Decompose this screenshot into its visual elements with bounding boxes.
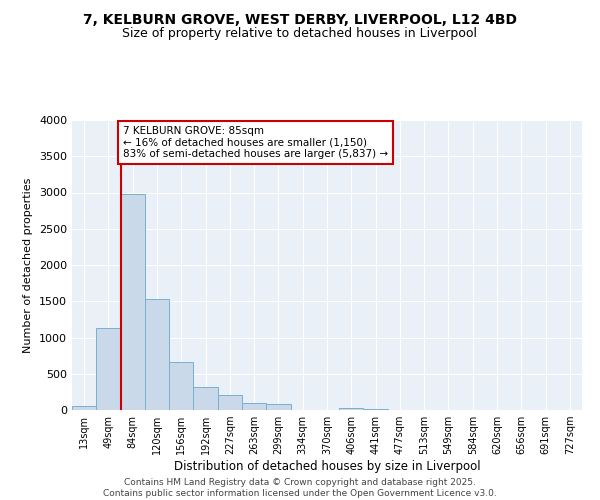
- Bar: [364, 408, 388, 410]
- Bar: [242, 403, 266, 410]
- Bar: [145, 299, 169, 410]
- Text: Contains HM Land Registry data © Crown copyright and database right 2025.
Contai: Contains HM Land Registry data © Crown c…: [103, 478, 497, 498]
- Bar: [121, 194, 145, 410]
- Bar: [218, 395, 242, 410]
- Bar: [193, 387, 218, 410]
- X-axis label: Distribution of detached houses by size in Liverpool: Distribution of detached houses by size …: [173, 460, 481, 473]
- Bar: [339, 408, 364, 410]
- Text: 7 KELBURN GROVE: 85sqm
← 16% of detached houses are smaller (1,150)
83% of semi-: 7 KELBURN GROVE: 85sqm ← 16% of detached…: [123, 126, 388, 159]
- Y-axis label: Number of detached properties: Number of detached properties: [23, 178, 34, 352]
- Bar: [266, 404, 290, 410]
- Bar: [169, 362, 193, 410]
- Bar: [72, 406, 96, 410]
- Bar: [96, 328, 121, 410]
- Text: Size of property relative to detached houses in Liverpool: Size of property relative to detached ho…: [122, 28, 478, 40]
- Text: 7, KELBURN GROVE, WEST DERBY, LIVERPOOL, L12 4BD: 7, KELBURN GROVE, WEST DERBY, LIVERPOOL,…: [83, 12, 517, 26]
